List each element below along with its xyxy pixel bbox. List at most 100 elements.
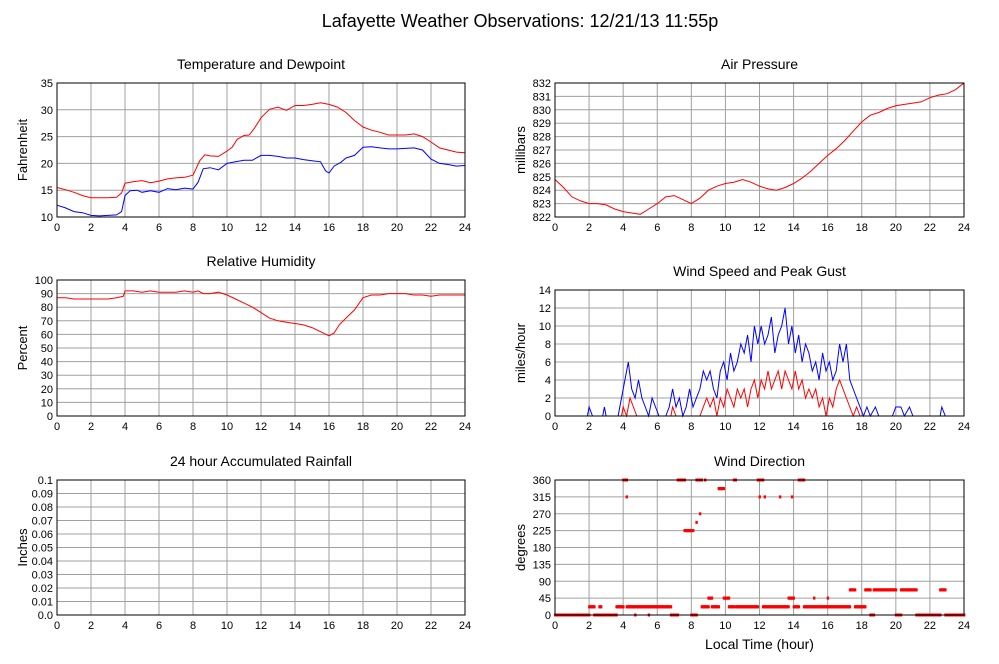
y-axis-label: Inches bbox=[15, 528, 30, 567]
y-tick-label: 12 bbox=[539, 303, 551, 315]
y-tick-label: 10 bbox=[539, 321, 551, 333]
wind-direction-point bbox=[763, 495, 766, 499]
y-tick-label: 0.01 bbox=[32, 597, 53, 609]
y-tick-label: 135 bbox=[533, 559, 551, 571]
wind-direction-point bbox=[695, 520, 698, 524]
y-tick-label: 100 bbox=[35, 275, 53, 287]
y-tick-label: 315 bbox=[533, 492, 551, 504]
wind-speed-series-blue bbox=[555, 307, 964, 418]
x-tick-label: 20 bbox=[391, 222, 403, 234]
wind-direction-point bbox=[797, 605, 801, 609]
wind-direction-point bbox=[692, 529, 695, 533]
wind-direction-point bbox=[690, 529, 693, 533]
x-tick-label: 8 bbox=[190, 620, 196, 632]
x-tick-label: 16 bbox=[323, 421, 335, 433]
y-tick-label: 827 bbox=[533, 145, 551, 157]
x-tick-label: 4 bbox=[122, 421, 128, 433]
y-axis-label: degrees bbox=[513, 524, 528, 571]
y-tick-label: 10 bbox=[41, 397, 53, 409]
wind-direction-point bbox=[915, 588, 918, 592]
y-tick-label: 25 bbox=[41, 132, 53, 144]
x-tick-label: 0 bbox=[552, 421, 558, 433]
x-tick-label: 14 bbox=[787, 222, 799, 234]
y-tick-label: 0 bbox=[545, 411, 551, 423]
wind-direction-point bbox=[622, 605, 625, 609]
page-title: Lafayette Weather Observations: 12/21/13… bbox=[322, 11, 719, 31]
x-tick-label: 8 bbox=[688, 222, 694, 234]
x-tick-label: 14 bbox=[289, 620, 301, 632]
y-tick-label: 80 bbox=[41, 302, 53, 314]
x-tick-label: 18 bbox=[357, 222, 369, 234]
plot-frame bbox=[56, 82, 466, 218]
temperature-series-red bbox=[56, 102, 466, 199]
y-tick-label: 830 bbox=[533, 105, 551, 117]
x-tick-label: 0 bbox=[54, 222, 60, 234]
wind-direction-point bbox=[758, 495, 761, 499]
y-tick-label: 0.03 bbox=[32, 570, 53, 582]
wind-direction-point bbox=[826, 596, 830, 600]
humidity-series-red bbox=[57, 290, 465, 337]
y-tick-label: 180 bbox=[533, 543, 551, 555]
y-tick-label: 0 bbox=[545, 610, 551, 622]
x-tick-label: 12 bbox=[753, 222, 765, 234]
y-tick-label: 90 bbox=[41, 289, 53, 301]
x-tick-label: 6 bbox=[654, 222, 660, 234]
x-tick-label: 6 bbox=[156, 222, 162, 234]
y-tick-label: 14 bbox=[539, 285, 551, 297]
wind-direction-point bbox=[732, 605, 736, 609]
wind-direction-point bbox=[790, 495, 794, 499]
y-tick-label: 0.1 bbox=[38, 475, 53, 487]
wind-direction-point bbox=[722, 487, 726, 491]
wind-direction-point bbox=[593, 605, 596, 609]
x-tick-label: 16 bbox=[822, 620, 834, 632]
x-tick-label: 22 bbox=[425, 620, 437, 632]
wind-direction-point bbox=[778, 495, 782, 499]
y-tick-label: 90 bbox=[539, 576, 551, 588]
y-tick-label: 8 bbox=[545, 339, 551, 351]
x-tick-label: 0 bbox=[552, 620, 558, 632]
x-tick-label: 2 bbox=[88, 222, 94, 234]
x-tick-label: 4 bbox=[122, 620, 128, 632]
plot-frame bbox=[56, 479, 466, 616]
chart-title: 24 hour Accumulated Rainfall bbox=[170, 453, 352, 469]
chart-title: Temperature and Dewpoint bbox=[177, 56, 345, 72]
plot-frame bbox=[56, 279, 466, 417]
x-tick-label: 12 bbox=[753, 421, 765, 433]
wind-direction-point bbox=[756, 605, 760, 609]
y-tick-label: 823 bbox=[533, 199, 551, 211]
y-tick-label: 824 bbox=[533, 185, 551, 197]
wind-direction-point bbox=[894, 588, 898, 592]
x-tick-label: 18 bbox=[856, 222, 868, 234]
x-tick-label: 22 bbox=[924, 222, 936, 234]
x-tick-label: 24 bbox=[958, 222, 970, 234]
x-tick-label: 20 bbox=[890, 222, 902, 234]
x-tick-label: 12 bbox=[255, 222, 267, 234]
y-tick-label: 60 bbox=[41, 329, 53, 341]
x-tick-label: 14 bbox=[787, 421, 799, 433]
chart-title: Relative Humidity bbox=[207, 253, 316, 269]
y-tick-label: 30 bbox=[41, 105, 53, 117]
x-tick-label: 16 bbox=[822, 421, 834, 433]
x-axis-label: Local Time (hour) bbox=[705, 636, 814, 652]
x-tick-label: 24 bbox=[958, 421, 970, 433]
wind-direction-chart: 0 2 4 6 8 10 12 14 16 18 20 22 240459013518022527031… bbox=[513, 453, 970, 652]
y-axis-label: miles/hour bbox=[513, 322, 528, 383]
y-tick-label: 15 bbox=[41, 185, 53, 197]
grid bbox=[57, 280, 465, 416]
chart-title: Air Pressure bbox=[721, 56, 798, 72]
x-tick-label: 12 bbox=[255, 421, 267, 433]
wind-direction-point bbox=[669, 605, 673, 609]
plot-frame bbox=[554, 289, 965, 417]
y-tick-label: 826 bbox=[533, 158, 551, 170]
x-tick-label: 6 bbox=[156, 620, 162, 632]
x-tick-label: 2 bbox=[88, 421, 94, 433]
wind-direction-point bbox=[869, 588, 872, 592]
grid bbox=[555, 480, 964, 615]
y-tick-label: 45 bbox=[539, 593, 551, 605]
x-tick-label: 10 bbox=[719, 222, 731, 234]
x-tick-label: 22 bbox=[425, 222, 437, 234]
wind-direction-point bbox=[944, 588, 947, 592]
y-tick-label: 20 bbox=[41, 158, 53, 170]
